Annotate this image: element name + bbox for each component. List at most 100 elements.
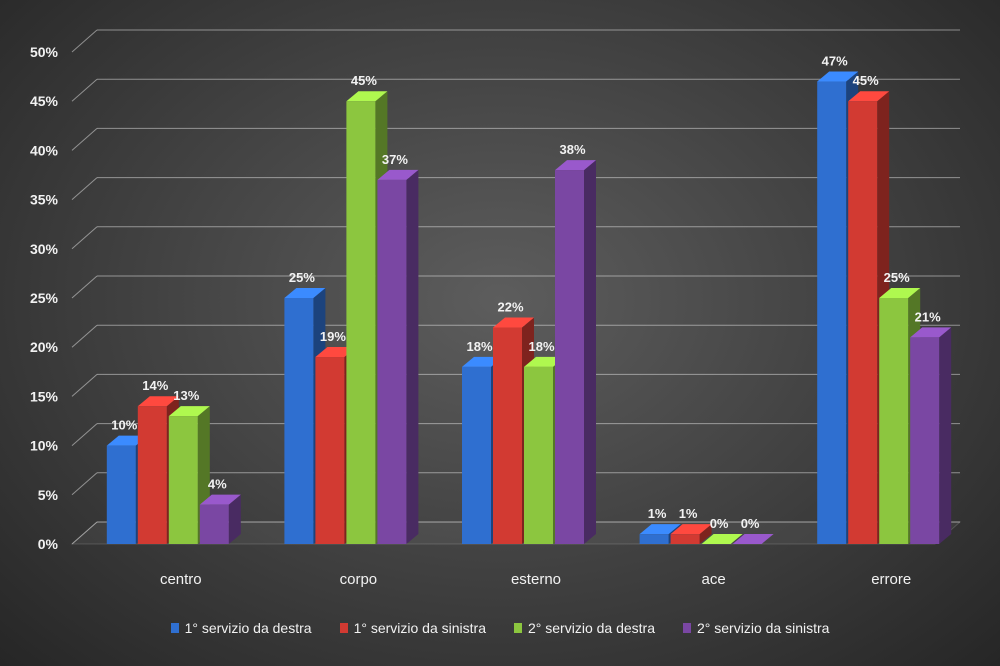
legend-item: 2° servizio da destra	[514, 620, 655, 636]
x-category-label: corpo	[340, 571, 378, 588]
bar-front	[106, 445, 136, 544]
bar-top	[639, 524, 681, 535]
y-tick-label: 30%	[30, 241, 59, 257]
data-label: 38%	[559, 142, 585, 157]
data-label: 25%	[289, 270, 315, 285]
bar-front	[879, 298, 909, 544]
data-label: 4%	[208, 477, 227, 492]
bar-top	[524, 356, 565, 367]
y-axis-ticks: 0% 5% 10% 15% 20% 25% 30% 35% 40% 45% 50%	[30, 44, 59, 552]
bar-top	[284, 288, 326, 298]
y-tick-label: 5%	[38, 487, 59, 503]
gridline-depth	[71, 521, 98, 545]
gridline-depth	[71, 324, 98, 348]
legend-item: 1° servizio da sinistra	[339, 620, 486, 636]
y-tick-label: 25%	[30, 290, 59, 306]
bar-top	[817, 71, 859, 82]
bar-top	[910, 327, 952, 338]
gridline-depth	[71, 275, 98, 299]
bar-top	[879, 288, 921, 298]
bar-top	[732, 534, 774, 544]
bar-front	[817, 81, 847, 545]
data-label: 47%	[822, 54, 848, 69]
x-category-label: errore	[871, 571, 911, 588]
bar-top	[106, 435, 148, 446]
legend-swatch	[170, 623, 179, 633]
x-category-label: centro	[160, 571, 202, 588]
bar-top	[377, 169, 419, 180]
bar-front	[199, 504, 229, 544]
y-tick-label: 40%	[30, 142, 59, 158]
data-label: 18%	[528, 339, 554, 354]
bars	[106, 71, 952, 545]
bar-front	[910, 337, 940, 544]
legend-swatch	[514, 623, 522, 633]
y-tick-label: 10%	[30, 438, 59, 454]
bar-side	[228, 494, 241, 544]
bar-top	[137, 396, 179, 407]
y-tick-label: 50%	[30, 44, 59, 60]
legend-label: 1° servizio da sinistra	[353, 620, 486, 636]
bar-front	[137, 406, 167, 544]
gridline-depth	[71, 423, 98, 446]
data-label: 21%	[915, 309, 941, 324]
bar	[377, 169, 419, 545]
bar	[670, 524, 712, 544]
bar-top	[168, 406, 210, 417]
bar-front	[168, 416, 198, 544]
bar	[555, 160, 596, 544]
bar-top	[462, 356, 503, 367]
data-label: 10%	[111, 418, 137, 433]
data-label: 0%	[741, 516, 760, 531]
bar-front	[555, 170, 584, 544]
y-tick-label: 15%	[30, 388, 59, 404]
data-label: 25%	[884, 270, 910, 285]
bar-side	[699, 524, 712, 544]
data-label: 45%	[853, 73, 879, 88]
bar-top	[670, 524, 712, 535]
legend-swatch	[339, 623, 348, 633]
bar	[199, 494, 241, 544]
legend-item: 1° servizio da destra	[170, 620, 312, 636]
legend-label: 1° servizio da destra	[184, 620, 312, 636]
bar-top	[701, 534, 743, 544]
bar-front	[848, 101, 878, 544]
bar-top	[315, 347, 357, 358]
data-label: 0%	[710, 516, 729, 531]
bar-chart: 0% 5% 10% 15% 20% 25% 30% 35% 40% 45% 50% 10% 14% 13…	[29, 44, 952, 588]
bar-front	[315, 357, 345, 544]
bar-front	[639, 534, 669, 544]
bar-top	[848, 91, 890, 102]
bar-front	[670, 534, 700, 544]
y-tick-label: 20%	[30, 339, 59, 355]
data-label: 14%	[142, 378, 168, 393]
bar-front	[524, 366, 553, 544]
legend: 1° servizio da destra 1° servizio da sini…	[0, 620, 1000, 636]
data-label: 13%	[173, 388, 199, 403]
y-tick-label: 45%	[30, 93, 59, 109]
data-label: 1%	[648, 506, 667, 521]
bar-front	[377, 179, 407, 545]
bar	[910, 327, 952, 544]
gridline-depth	[71, 226, 98, 250]
bar-front	[284, 298, 314, 544]
legend-label: 2° servizio da destra	[528, 620, 655, 636]
bar-front	[493, 327, 522, 544]
x-category-label: ace	[702, 571, 726, 588]
bar-side	[584, 160, 596, 544]
data-label: 19%	[320, 329, 346, 344]
data-labels: 10% 14% 13% 4% 25% 19% 45% 37% 18% 22% 18% 38% 1% 1% 0…	[111, 54, 941, 531]
x-category-label: esterno	[511, 571, 561, 588]
y-tick-label: 0%	[38, 536, 59, 552]
bar-side	[406, 169, 419, 545]
gridline-depth	[71, 128, 98, 151]
y-tick-label: 35%	[30, 192, 59, 208]
bar-top	[346, 91, 388, 102]
bar-front	[462, 366, 491, 544]
bar	[732, 534, 774, 544]
bar-top	[493, 317, 534, 328]
data-label: 37%	[382, 152, 408, 167]
bar	[701, 534, 743, 544]
legend-item: 2° servizio da sinistra	[683, 620, 829, 636]
bar-front	[346, 101, 376, 544]
